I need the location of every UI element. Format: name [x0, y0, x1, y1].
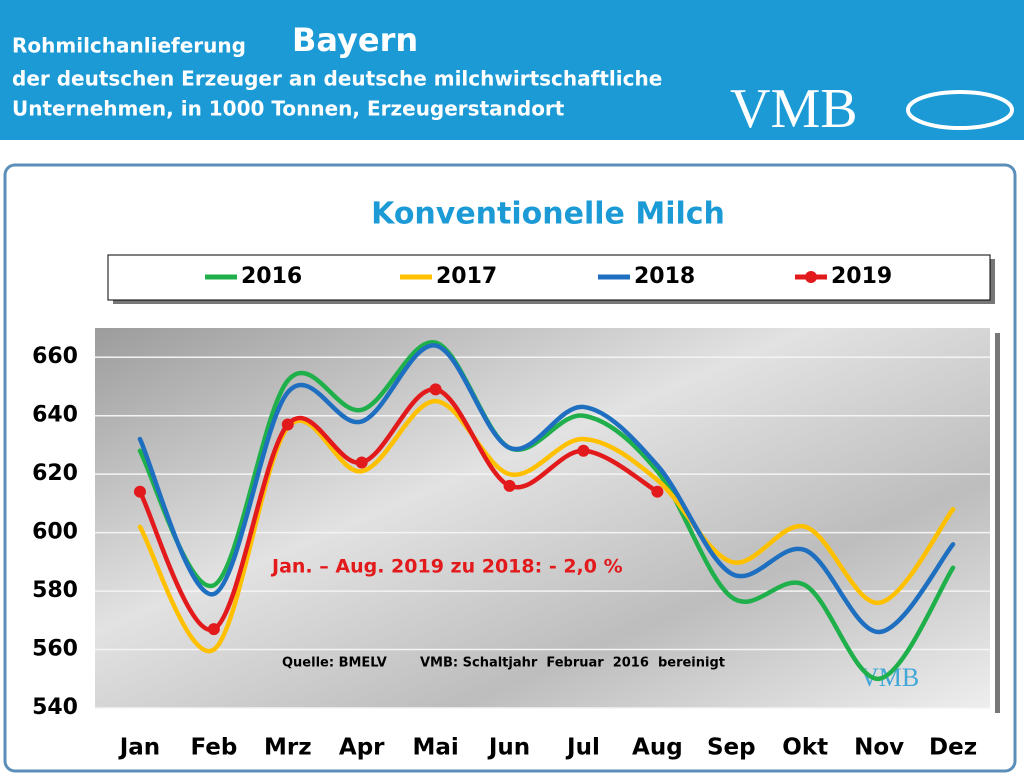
x-tick-label: Jun: [487, 735, 530, 761]
header-line2: der deutschen Erzeuger an deutsche milch…: [12, 67, 662, 91]
series-marker: [503, 479, 516, 492]
x-tick-label: Mai: [412, 735, 458, 761]
plot-area: [95, 328, 990, 708]
series-marker: [429, 383, 442, 396]
y-tick-label: 620: [32, 461, 78, 486]
x-tick-label: Apr: [339, 735, 385, 761]
header-logo: VMB: [730, 78, 858, 140]
y-tick-label: 560: [32, 637, 78, 662]
x-tick-label: Mrz: [264, 735, 312, 761]
legend-label: 2018: [634, 264, 695, 289]
series-line: [137, 343, 956, 635]
series-marker: [355, 456, 368, 469]
legend-marker: [805, 271, 817, 283]
chart-title: Konventionelle Milch: [371, 197, 725, 232]
x-tick-label: Feb: [190, 735, 237, 761]
y-tick-label: 640: [32, 403, 78, 428]
series-marker: [281, 418, 294, 431]
y-tick-label: 580: [32, 578, 78, 603]
legend-label: 2016: [241, 264, 302, 289]
source-note: Quelle: BMELV: [282, 656, 387, 671]
source-note: VMB: Schaltjahr Februar 2016 bereinigt: [420, 656, 725, 671]
x-tick-label: Sep: [707, 735, 756, 761]
series-marker: [133, 485, 146, 498]
x-tick-label: Okt: [782, 735, 828, 761]
series-marker: [577, 444, 590, 457]
legend-label: 2019: [831, 264, 892, 289]
header-line3: Unternehmen, in 1000 Tonnen, Erzeugersta…: [12, 97, 565, 121]
x-tick-label: Jul: [565, 735, 600, 761]
legend-label: 2017: [436, 264, 497, 289]
legend-box: [107, 254, 991, 301]
x-tick-label: Aug: [632, 735, 683, 761]
plot-shadow: [995, 333, 1000, 713]
y-tick-label: 660: [32, 344, 78, 369]
header-region: Bayern: [292, 21, 418, 59]
header-line1: Rohmilchanlieferung: [12, 34, 246, 58]
x-tick-label: Dez: [929, 735, 977, 761]
y-tick-label: 540: [32, 695, 78, 720]
series-marker: [207, 623, 220, 636]
series-line: [137, 398, 956, 654]
annotation: Jan. – Aug. 2019 zu 2018: - 2,0 %: [270, 556, 623, 578]
series-marker: [651, 485, 664, 498]
y-tick-label: 600: [32, 520, 78, 545]
header-banner: [0, 0, 1024, 140]
logo-swirl: [906, 90, 1014, 130]
x-tick-label: Jan: [118, 735, 160, 761]
x-tick-label: Nov: [854, 735, 904, 761]
